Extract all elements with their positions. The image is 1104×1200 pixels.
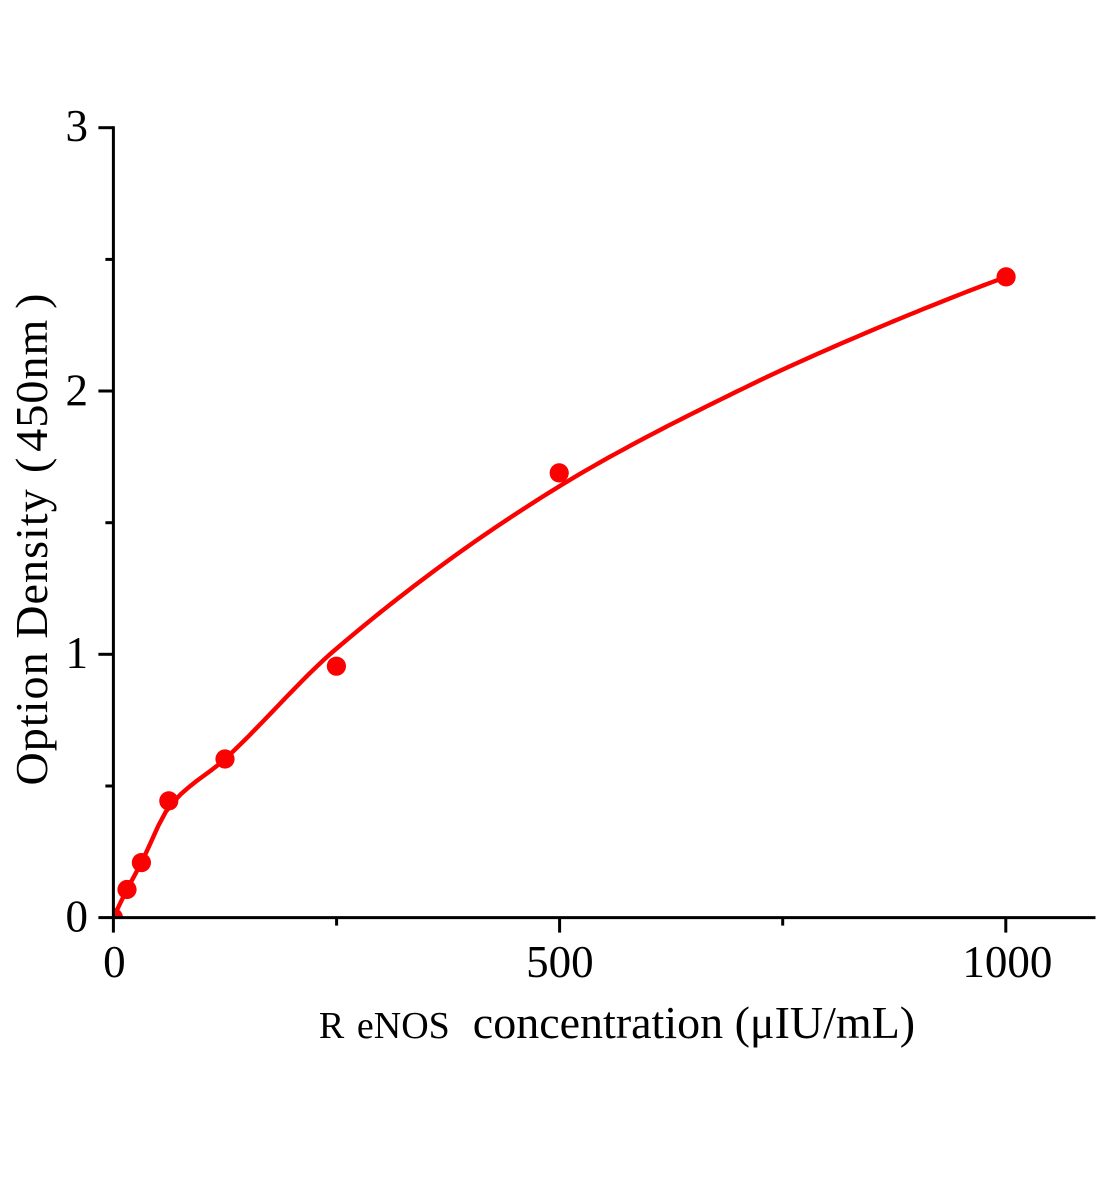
svg-text:0: 0 xyxy=(103,937,126,987)
svg-text:2: 2 xyxy=(66,365,89,415)
svg-text:1: 1 xyxy=(66,628,89,678)
svg-text:3: 3 xyxy=(66,101,89,151)
svg-text:Option Density ( 450nm ): Option Density ( 450nm ) xyxy=(6,294,57,786)
svg-text:500: 500 xyxy=(526,937,594,987)
svg-text:0: 0 xyxy=(66,891,89,941)
svg-text:1000: 1000 xyxy=(962,937,1052,987)
svg-text:R eNOS concentration (μIU/mL): R eNOS concentration (μIU/mL) xyxy=(319,997,915,1048)
